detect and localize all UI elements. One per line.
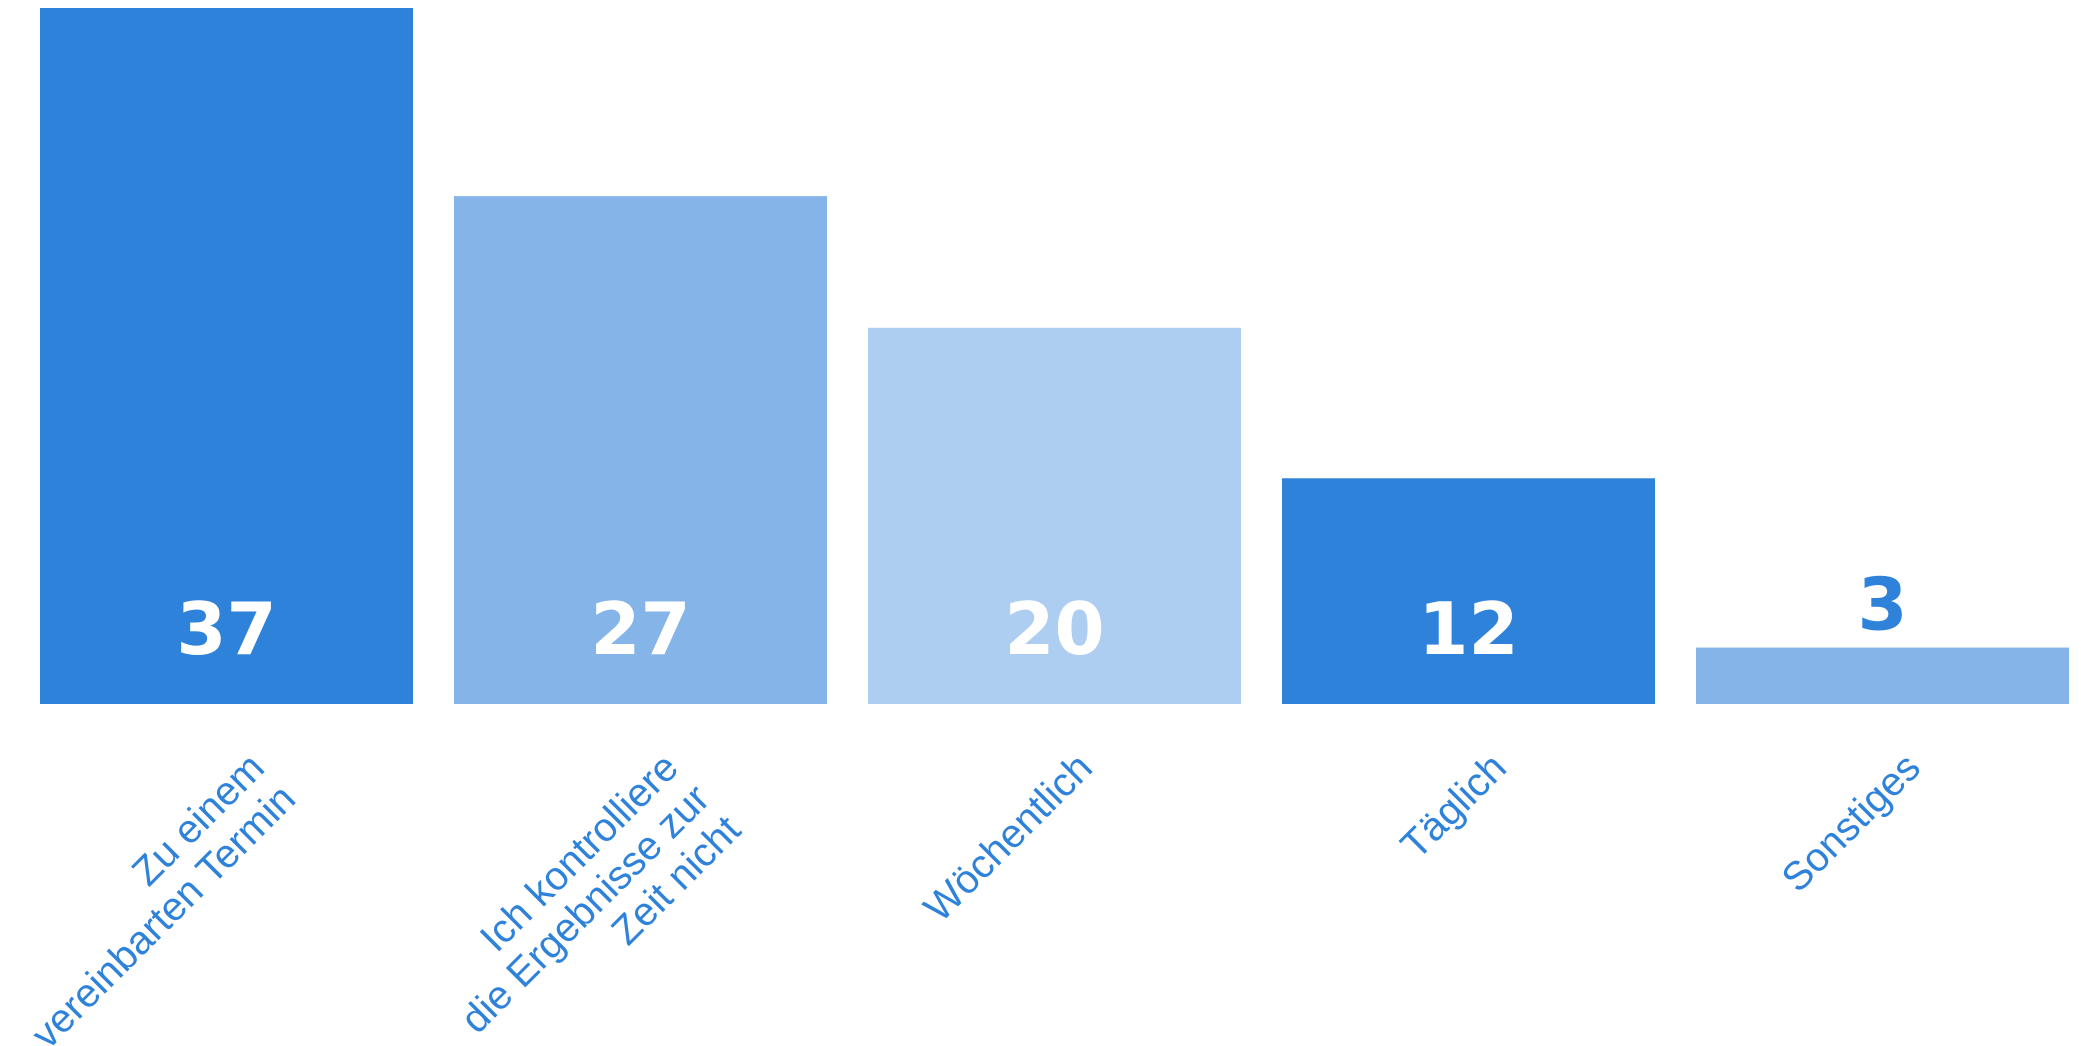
- value-label-2: 20: [1004, 587, 1104, 671]
- value-label-0: 37: [176, 587, 276, 671]
- value-label-1: 27: [590, 587, 690, 671]
- bar-3: [1282, 478, 1655, 704]
- value-label-4: 3: [1857, 563, 1907, 647]
- category-label-0-line-1: vereinbarten Termin: [23, 776, 304, 1046]
- category-label-3-line-0: Täglich: [1393, 745, 1515, 867]
- bar-2: [868, 327, 1241, 704]
- category-label-2-line-0: Wöchentlich: [916, 745, 1101, 930]
- value-labels-group: 37 27 20 12 3: [176, 563, 1907, 671]
- bar-4: [1696, 647, 2069, 704]
- bar-1: [454, 196, 827, 705]
- bar-0: [40, 8, 413, 704]
- bars-group: [40, 8, 2069, 705]
- category-label-4: Sonstiges: [1774, 745, 1929, 900]
- value-label-3: 12: [1418, 587, 1518, 671]
- category-label-4-line-0: Sonstiges: [1774, 745, 1929, 900]
- category-label-2: Wöchentlich: [916, 745, 1101, 930]
- category-label-3: Täglich: [1393, 745, 1515, 867]
